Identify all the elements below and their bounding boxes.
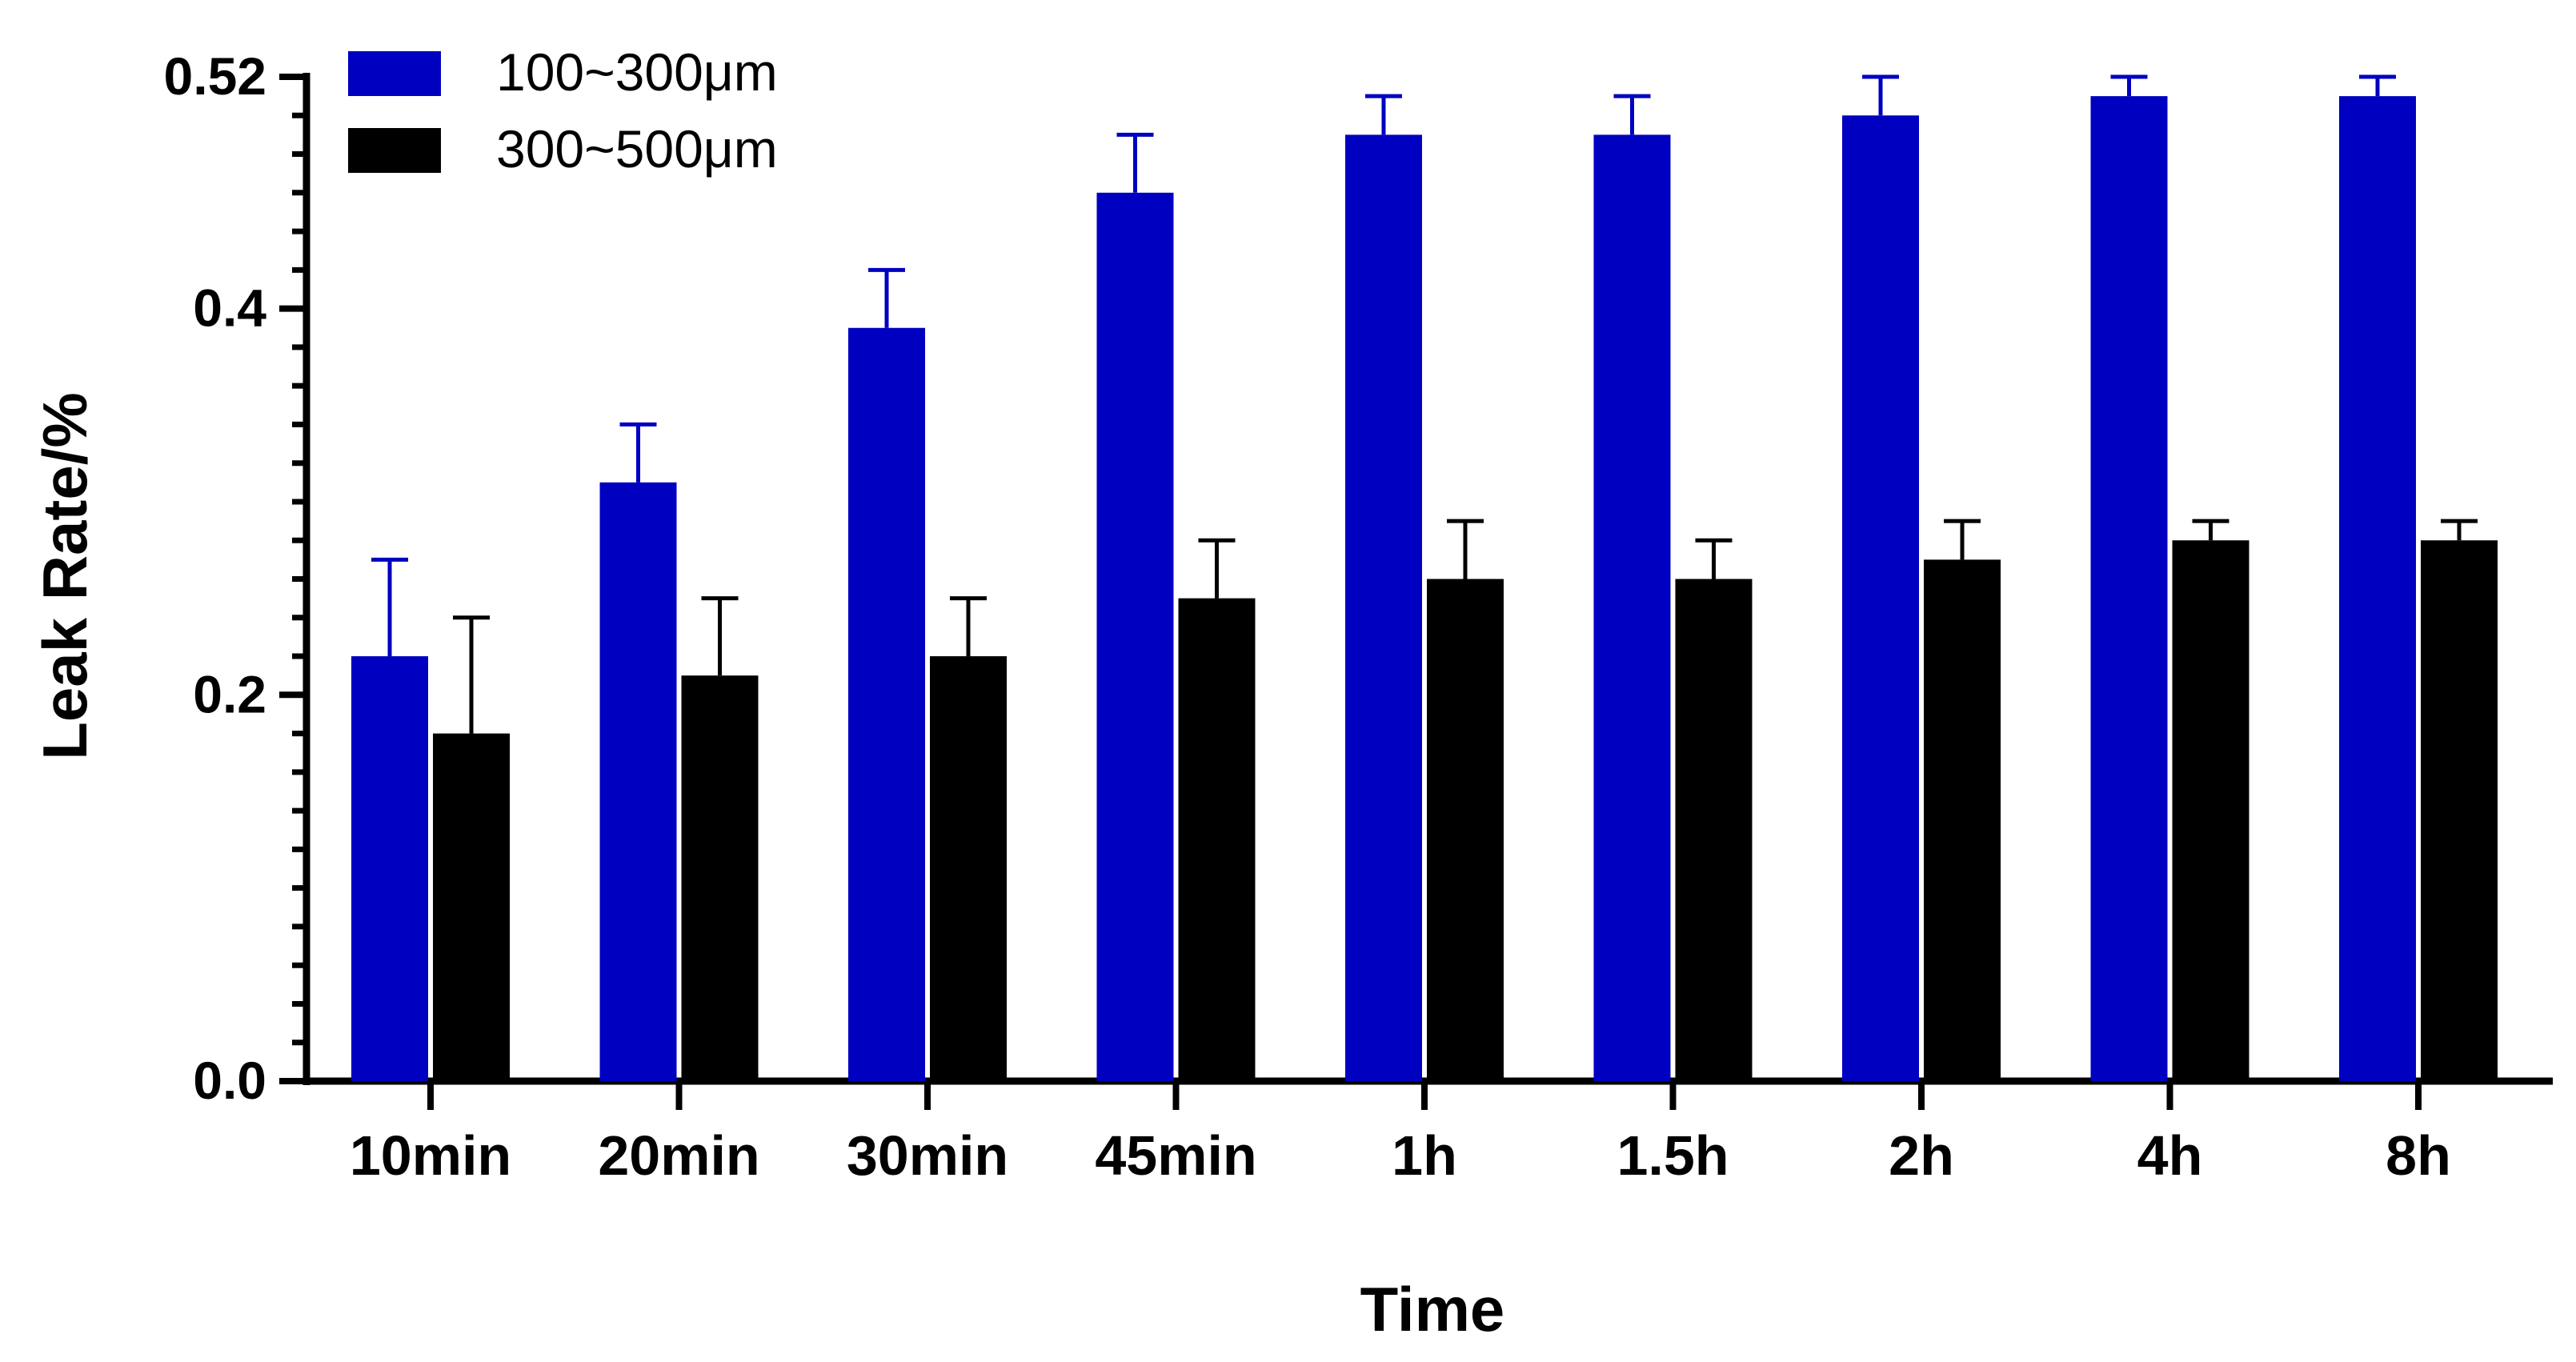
bar-small-particles (1842, 115, 1919, 1081)
y-tick-label: 0.0 (193, 1051, 266, 1110)
bar-large-particles (2421, 540, 2498, 1081)
y-axis-title: Leak Rate/% (30, 392, 100, 760)
bar-small-particles (351, 656, 428, 1081)
bar-small-particles (1096, 192, 1174, 1081)
x-tick-label: 4h (2137, 1124, 2203, 1187)
x-tick-label: 45min (1095, 1124, 1256, 1187)
legend-label-100-300: 100~300μm (496, 42, 778, 102)
y-tick-label: 0.52 (164, 46, 266, 106)
bar-small-particles (848, 327, 925, 1081)
x-tick-label: 20min (598, 1124, 759, 1187)
bar-large-particles (1675, 579, 1753, 1081)
x-tick-label: 8h (2386, 1124, 2451, 1187)
bar-large-particles (681, 675, 759, 1081)
bar-small-particles (1593, 134, 1671, 1082)
x-tick-label: 10min (350, 1124, 511, 1187)
bar-large-particles (1427, 579, 1504, 1081)
bar-small-particles (599, 482, 677, 1081)
bar-large-particles (930, 656, 1007, 1081)
legend-swatch-300-500 (348, 128, 441, 173)
bar-large-particles (1178, 598, 1256, 1081)
bar-small-particles (2090, 96, 2168, 1081)
bar-large-particles (433, 733, 510, 1081)
x-tick-label: 2h (1889, 1124, 1954, 1187)
y-tick-label: 0.2 (193, 664, 266, 723)
x-axis-title: Time (1360, 1274, 1505, 1344)
y-tick-label: 0.4 (193, 278, 266, 338)
bar-small-particles (2339, 96, 2416, 1081)
bar-large-particles (1924, 559, 2001, 1081)
legend-swatch-100-300 (348, 51, 441, 96)
bar-large-particles (2172, 540, 2249, 1081)
x-tick-label: 1.5h (1617, 1124, 1729, 1187)
x-tick-label: 30min (847, 1124, 1008, 1187)
bars-layer (351, 74, 2498, 1082)
axes-layer: 0.0 0.2 0.4 0.52 10min 20min 30min 45min 1h 1.5h 2… (164, 46, 2553, 1187)
legend: 100~300μm 300~500μm (348, 42, 778, 178)
bar-small-particles (1345, 134, 1422, 1082)
x-tick-label: 1h (1392, 1124, 1457, 1187)
legend-label-300-500: 300~500μm (496, 119, 778, 178)
